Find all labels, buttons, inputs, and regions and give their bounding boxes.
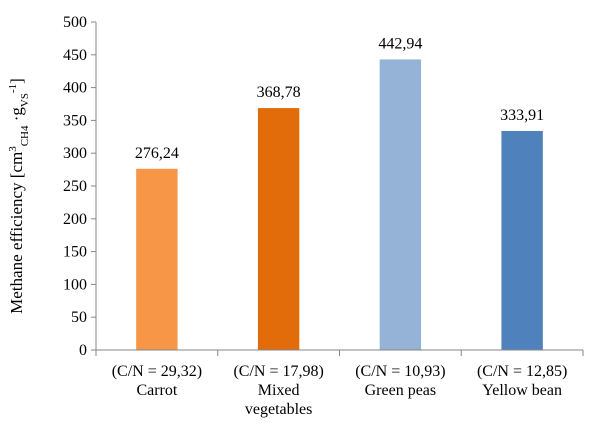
y-axis-label: Methane efficiency [cm3CH4 ·gVS-1] [7, 78, 31, 314]
y-tick-label: 400 [63, 80, 87, 97]
x-tick-label: (C/N = 29,32) [112, 363, 202, 380]
x-tick-label: Yellow bean [482, 382, 562, 399]
data-label: 442,94 [378, 35, 422, 52]
data-label: 333,91 [500, 107, 544, 124]
bar [136, 168, 178, 350]
y-tick-label: 300 [63, 145, 87, 162]
y-tick-label: 200 [63, 211, 87, 228]
x-tick-label: (C/N = 10,93) [355, 363, 445, 380]
y-tick-label: 0 [79, 342, 87, 359]
y-tick-label: 500 [63, 14, 87, 31]
y-tick-label: 100 [63, 276, 87, 293]
y-axis: 0 50 100 150 200 250 300 350 400 450 500 [63, 14, 97, 359]
x-tick-label: Carrot [136, 382, 177, 399]
bar [501, 130, 543, 350]
y-tick-label: 50 [71, 309, 87, 326]
y-tick-label: 250 [63, 178, 87, 195]
y-tick-label: 450 [63, 47, 87, 64]
x-tick-label: (C/N = 17,98) [233, 363, 323, 380]
data-label: 276,24 [135, 145, 179, 162]
x-tick-label: Mixed [258, 382, 300, 399]
y-tick-label: 350 [63, 112, 87, 129]
value-labels: 276,24 368,78 442,94 333,91 [135, 35, 544, 161]
data-label: 368,78 [257, 84, 301, 101]
bar [379, 59, 422, 350]
bar [257, 108, 300, 350]
y-tick-label: 150 [63, 244, 87, 261]
bars [136, 59, 543, 350]
x-tick-label: Green peas [365, 382, 437, 399]
x-axis: (C/N = 29,32) Carrot (C/N = 17,98) Mixed veg… [95, 349, 584, 418]
x-tick-label: (C/N = 12,85) [477, 363, 567, 380]
x-tick-label: vegetables [245, 401, 313, 418]
